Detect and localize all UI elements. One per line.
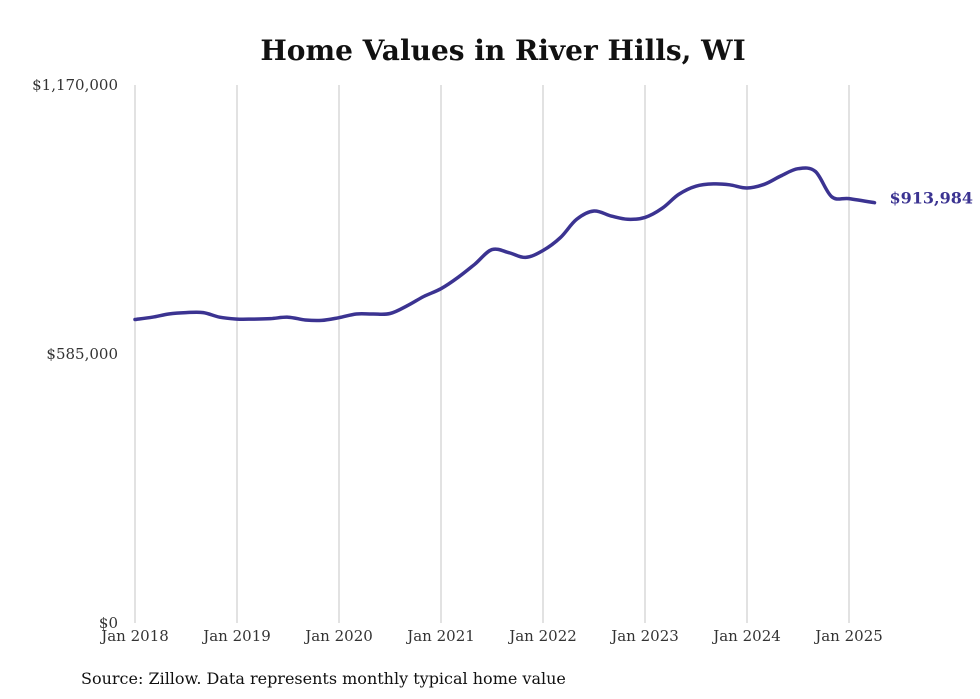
x-tick-label: Jan 2021 <box>405 627 475 645</box>
x-tick-label: Jan 2022 <box>507 627 577 645</box>
y-axis-tick-labels: $0 $585,000 $1,170,000 <box>32 76 118 632</box>
x-tick-label: Jan 2025 <box>813 627 883 645</box>
y-tick-label: $0 <box>99 614 118 632</box>
source-note: Source: Zillow. Data represents monthly … <box>81 669 566 688</box>
end-value-label: $913,984 <box>890 189 974 208</box>
x-tick-label: Jan 2019 <box>201 627 271 645</box>
y-tick-label: $1,170,000 <box>32 76 118 94</box>
grid-lines <box>134 85 850 623</box>
y-tick-label: $585,000 <box>46 345 118 363</box>
x-axis-tick-labels: Jan 2018 Jan 2019 Jan 2020 Jan 2021 Jan 2022… <box>99 627 883 645</box>
x-tick-label: Jan 2024 <box>711 627 781 645</box>
x-tick-label: Jan 2020 <box>303 627 373 645</box>
chart-title: Home Values in River Hills, WI <box>260 34 745 67</box>
series-line-home-value <box>133 166 877 323</box>
x-tick-label: Jan 2018 <box>99 627 169 645</box>
x-tick-label: Jan 2023 <box>609 627 679 645</box>
